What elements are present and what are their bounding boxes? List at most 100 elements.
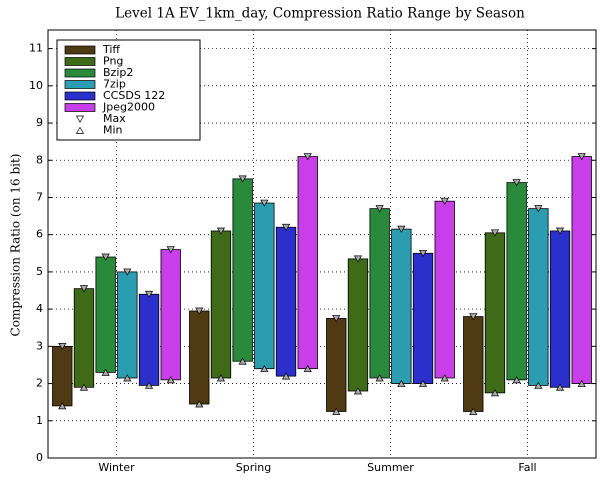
legend-max-marker (75, 115, 85, 123)
range-bar (189, 310, 210, 405)
range-bar (160, 249, 181, 381)
min-marker (260, 364, 269, 373)
y-tick-label: 11 (29, 42, 43, 55)
min-marker (512, 376, 521, 384)
range-bar (549, 230, 571, 388)
min-marker (534, 381, 543, 389)
range-bar (434, 200, 455, 379)
min-marker (375, 374, 384, 382)
y-tick-label: 8 (36, 153, 43, 166)
max-marker (216, 227, 226, 235)
legend-swatch (64, 68, 96, 78)
min-marker (353, 387, 363, 395)
min-marker (577, 379, 586, 387)
max-marker (353, 255, 363, 263)
max-marker (440, 197, 449, 205)
legend-label: Bzip2 (103, 66, 133, 79)
max-marker (144, 290, 154, 298)
y-tick-label: 2 (36, 377, 43, 390)
range-bar (412, 252, 434, 384)
x-tick-label: Spring (236, 461, 272, 474)
range-bar (391, 228, 412, 384)
min-marker (440, 374, 449, 382)
legend-swatch (64, 91, 96, 101)
min-marker (166, 376, 175, 384)
min-marker (303, 364, 312, 373)
chart-title: Level 1A EV_1km_day, Compression Ratio R… (115, 6, 525, 22)
y-tick-label: 10 (29, 79, 43, 92)
legend-swatch (64, 57, 96, 66)
min-marker (195, 400, 204, 408)
max-marker (418, 249, 428, 257)
legend-box (56, 39, 201, 141)
y-axis-label: Compression Ratio (on 16 bit) (9, 154, 23, 337)
legend-label: CCSDS 122 (103, 89, 165, 102)
min-marker (281, 372, 291, 380)
max-marker (534, 205, 543, 213)
range-bar (52, 345, 73, 407)
min-marker (101, 368, 110, 376)
y-tick-label: 4 (36, 302, 43, 315)
y-tick-label: 5 (36, 265, 43, 278)
max-marker (490, 229, 500, 237)
range-bar (528, 208, 549, 386)
max-marker (195, 307, 204, 315)
min-marker (397, 379, 406, 387)
y-tick-label: 6 (36, 228, 43, 241)
min-marker (58, 402, 67, 410)
range-bar (254, 202, 275, 370)
range-bar (369, 208, 390, 379)
range-bar (297, 156, 318, 370)
min-marker (79, 383, 89, 391)
range-bar (138, 293, 160, 386)
max-marker (303, 153, 312, 161)
legend-swatch (64, 80, 96, 89)
y-tick-label: 9 (36, 116, 43, 129)
range-bar (506, 182, 527, 381)
legend-label: Tiff (102, 43, 120, 56)
y-tick-label: 7 (36, 190, 43, 203)
max-marker (555, 227, 565, 235)
max-marker (123, 268, 132, 276)
y-tick-label: 3 (36, 339, 43, 352)
legend-label: Jpeg2000 (102, 101, 155, 114)
range-bar (275, 226, 297, 377)
max-marker (397, 225, 406, 233)
min-marker (123, 374, 132, 382)
max-marker (512, 179, 521, 187)
max-marker (238, 175, 247, 183)
max-marker (58, 342, 67, 351)
plot-frame (47, 29, 597, 459)
x-tick-label: Winter (98, 461, 135, 474)
max-marker (79, 285, 89, 293)
legend-swatch (64, 103, 96, 112)
range-bar (232, 178, 253, 362)
min-marker (469, 407, 478, 415)
min-marker (490, 389, 500, 397)
max-marker (260, 199, 269, 207)
min-marker (238, 357, 247, 365)
max-marker (469, 313, 478, 321)
range-bar (571, 156, 592, 384)
x-tick-label: Fall (518, 461, 536, 474)
min-marker (555, 383, 565, 391)
max-marker (101, 253, 110, 261)
max-marker (281, 223, 291, 231)
legend-label: Max (103, 112, 126, 125)
legend-label: 7zip (103, 78, 126, 91)
range-bar (95, 256, 116, 373)
y-tick-label: 1 (36, 414, 43, 427)
range-bar (210, 230, 232, 379)
range-bar (463, 316, 484, 412)
range-bar (73, 288, 95, 388)
legend-min-marker (75, 126, 85, 134)
range-bar (347, 258, 369, 392)
max-marker (577, 153, 586, 161)
min-marker (332, 407, 341, 415)
legend-label: Png (103, 55, 123, 68)
y-tick-label: 0 (36, 451, 43, 464)
legend-label: Min (103, 124, 123, 137)
max-marker (375, 205, 384, 213)
min-marker (216, 374, 226, 382)
